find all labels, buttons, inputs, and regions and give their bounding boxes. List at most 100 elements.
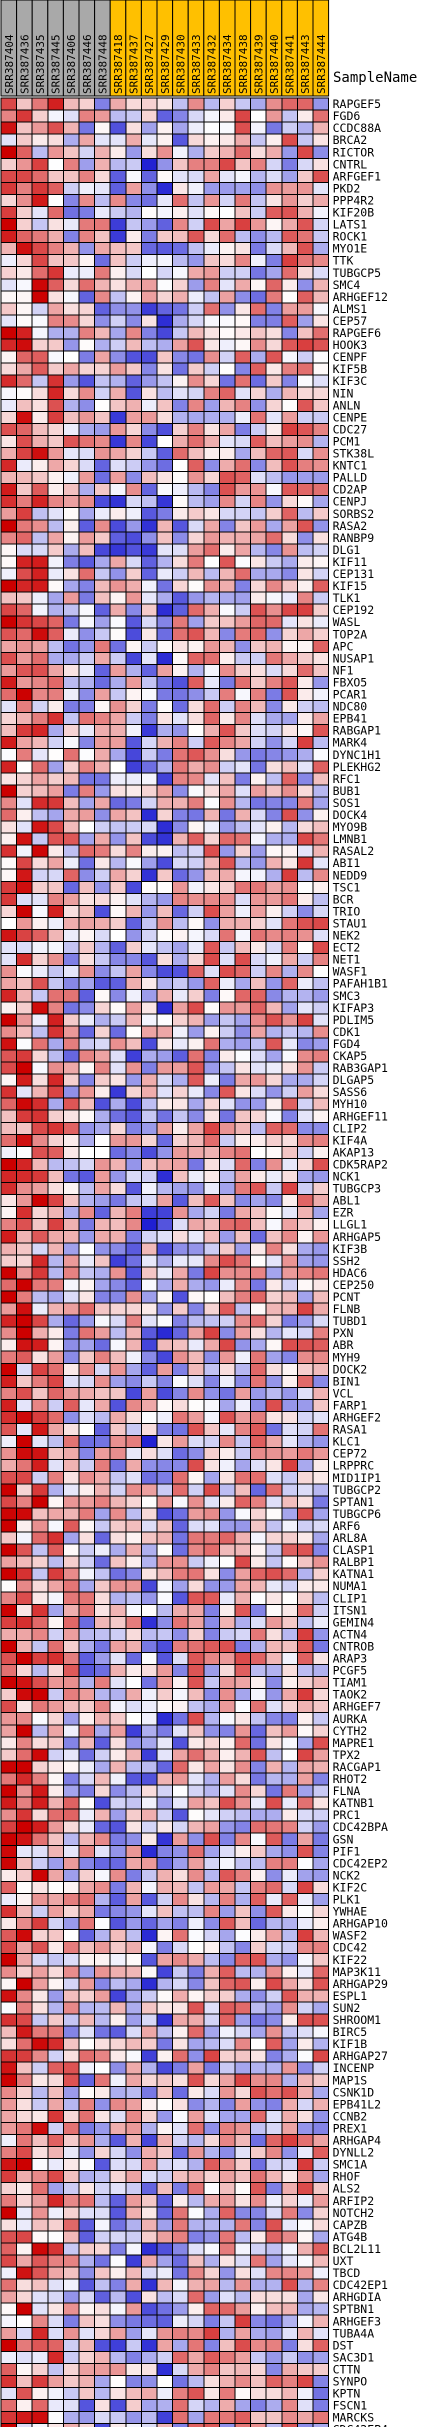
heatmap-cell	[187, 1965, 205, 1979]
heatmap-cell	[140, 531, 158, 545]
heatmap-cell	[94, 1712, 111, 1726]
heatmap-cell	[296, 459, 314, 473]
heatmap-cell	[296, 230, 314, 244]
heatmap-cell	[250, 1049, 267, 1063]
heatmap-cell	[62, 1712, 80, 1726]
heatmap-cell	[187, 1483, 205, 1497]
heatmap-cell	[218, 446, 236, 461]
heatmap-cell	[125, 398, 142, 412]
heatmap-cell	[187, 1820, 205, 1834]
heatmap-cell	[156, 133, 174, 147]
heatmap-cell	[203, 145, 220, 159]
heatmap-cell	[140, 290, 158, 304]
heatmap-cell	[47, 1133, 64, 1147]
heatmap-cell	[140, 1832, 158, 1846]
heatmap-cell	[265, 965, 283, 979]
heatmap-cell	[281, 1073, 298, 1087]
heatmap-cell	[47, 1362, 64, 1376]
row-label: CTTN	[333, 2362, 361, 2376]
heatmap-cell	[203, 2133, 220, 2147]
heatmap-cell	[31, 1133, 49, 1147]
heatmap-cell	[140, 169, 158, 183]
heatmap-cell	[78, 169, 96, 183]
heatmap-cell	[296, 2182, 314, 2196]
heatmap-cell	[234, 808, 252, 822]
heatmap-cell	[47, 2194, 64, 2208]
heatmap-cell	[265, 1001, 283, 1015]
heatmap-cell	[62, 1013, 80, 1027]
heatmap-cell	[281, 1471, 298, 1485]
heatmap-cell	[218, 1483, 236, 1497]
heatmap-cell	[296, 892, 314, 906]
heatmap-cell	[281, 965, 298, 979]
heatmap-cell	[125, 1615, 142, 1629]
heatmap-cell	[16, 2326, 33, 2340]
heatmap-cell	[265, 121, 283, 135]
heatmap-cell	[296, 2061, 314, 2075]
heatmap-cell	[203, 1471, 220, 1485]
heatmap-cell	[250, 254, 267, 268]
heatmap-cell	[312, 1242, 330, 1256]
heatmap-cell	[203, 1941, 220, 1955]
heatmap-cell	[172, 133, 189, 147]
heatmap-cell	[31, 2073, 49, 2087]
heatmap-cell	[265, 1182, 283, 1196]
heatmap-cell	[203, 567, 220, 581]
heatmap-cell	[0, 748, 18, 762]
heatmap-cell	[296, 386, 314, 400]
heatmap-cell	[140, 2314, 158, 2328]
heatmap-cell	[31, 1868, 49, 1882]
heatmap-cell	[47, 2182, 64, 2196]
heatmap-cell	[312, 1989, 330, 2003]
heatmap-cell	[172, 2146, 189, 2160]
heatmap-cell	[140, 386, 158, 400]
heatmap-cell	[62, 977, 80, 991]
heatmap-cell	[62, 109, 80, 123]
heatmap-cell	[62, 1977, 80, 1991]
heatmap-cell	[156, 242, 174, 256]
heatmap-cell	[140, 724, 158, 738]
heatmap-cell	[234, 2121, 252, 2135]
heatmap-cell	[296, 398, 314, 412]
heatmap-cell	[31, 1302, 49, 1316]
heatmap-cell	[0, 169, 18, 183]
heatmap-cell	[156, 2061, 174, 2075]
heatmap-cell	[234, 2194, 252, 2208]
heatmap-cell	[125, 1519, 142, 1533]
heatmap-cell	[172, 2290, 189, 2304]
heatmap-cell	[234, 2326, 252, 2340]
heatmap-cell	[187, 1326, 205, 1340]
heatmap-cell	[265, 374, 283, 388]
heatmap-cell	[125, 543, 142, 557]
heatmap-cell	[62, 1579, 80, 1593]
heatmap-cell	[172, 2025, 189, 2039]
heatmap-cell	[312, 2158, 330, 2172]
heatmap-cell	[31, 519, 49, 533]
heatmap-cell	[234, 1796, 252, 1810]
heatmap-cell	[156, 1808, 174, 1822]
heatmap-cell	[62, 1591, 80, 1605]
heatmap-cell	[281, 1784, 298, 1798]
heatmap-cell	[156, 941, 174, 955]
heatmap-cell	[47, 2326, 64, 2340]
heatmap-cell	[250, 2025, 267, 2039]
heatmap-cell	[296, 543, 314, 557]
heatmap-cell	[156, 1001, 174, 1015]
heatmap-cell	[31, 591, 49, 605]
heatmap-cell	[250, 2411, 267, 2425]
heatmap-cell	[62, 1736, 80, 1750]
heatmap-cell	[234, 1784, 252, 1798]
heatmap-cell	[125, 700, 142, 714]
row-label: KIFAP3	[333, 1001, 375, 1015]
heatmap-cell	[47, 1001, 64, 1015]
row-label: AKAP13	[333, 1145, 375, 1159]
heatmap-cell	[172, 555, 189, 569]
heatmap-cell	[218, 1929, 236, 1943]
heatmap-cell	[156, 1820, 174, 1834]
heatmap-cell	[234, 2206, 252, 2220]
heatmap-cell	[218, 1242, 236, 1256]
heatmap-cell	[47, 519, 64, 533]
heatmap-cell	[47, 362, 64, 376]
heatmap-cell	[47, 278, 64, 292]
heatmap-cell	[187, 2242, 205, 2256]
